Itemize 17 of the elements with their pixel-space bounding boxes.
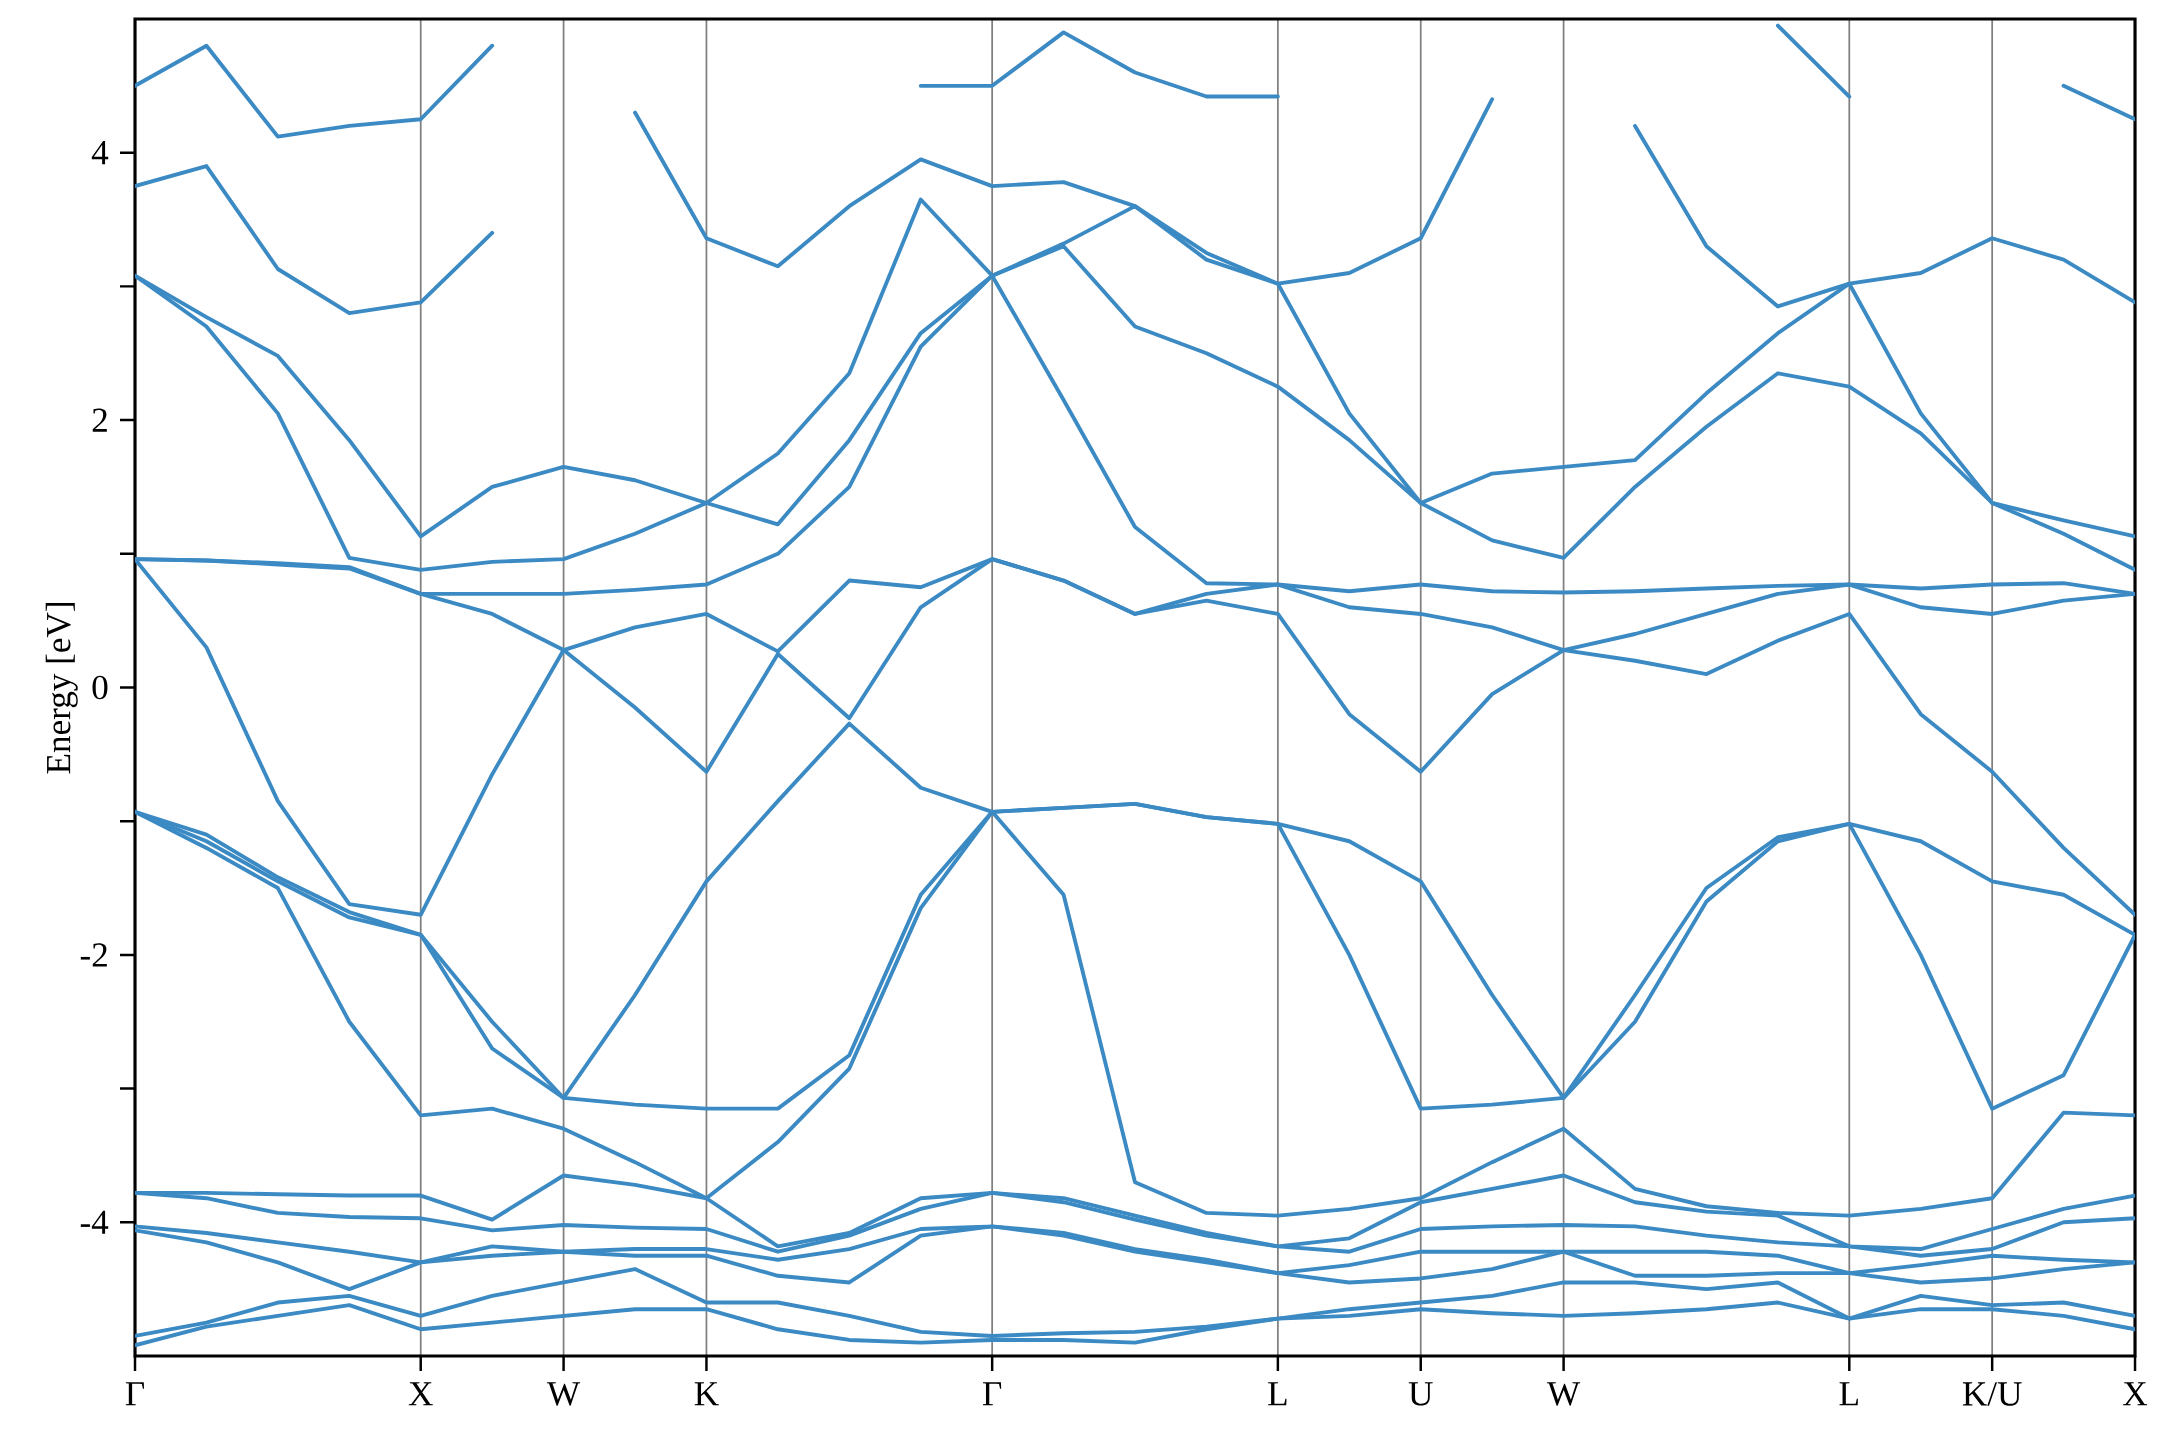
y-tick-label: 0 [92,675,108,700]
x-tick-label: U [1408,1382,1433,1406]
x-tick-label: Γ [982,1382,1002,1406]
y-tick-label: -2 [80,943,107,967]
x-tick-label: X [2123,1382,2148,1406]
y-tick-label: -4 [80,1210,109,1234]
x-tick-label: K/U [1962,1382,2022,1406]
x-tick-label: L [1839,1382,1858,1406]
y-tick-label: 2 [92,408,107,432]
y-axis-title: Energy [eV] [45,603,78,774]
x-tick-label: W [547,1382,581,1406]
x-tick-label: K [694,1382,719,1406]
x-tick-label: Γ [125,1382,145,1406]
x-tick-label: L [1268,1382,1287,1406]
x-tick-label: W [1547,1382,1581,1406]
x-tick-label: X [408,1382,433,1406]
y-tick-label: 4 [91,141,109,165]
